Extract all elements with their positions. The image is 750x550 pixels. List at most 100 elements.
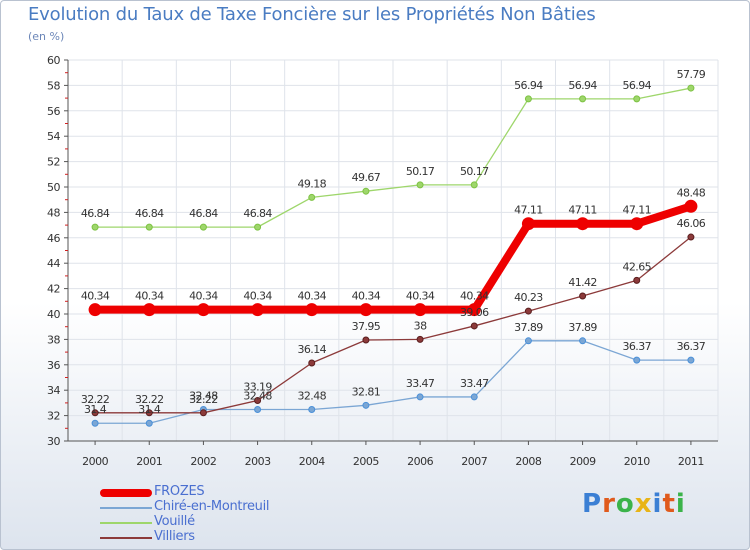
data-point: [362, 401, 370, 409]
x-tick-label: 2007: [461, 455, 487, 468]
data-label: 32.22: [135, 393, 164, 406]
legend-swatch-frozes: [100, 489, 152, 497]
data-point: [91, 419, 99, 427]
chart-title: Evolution du Taux de Taxe Foncière sur l…: [28, 4, 596, 25]
data-point: [251, 303, 265, 317]
series-line-frozes: [91, 202, 695, 314]
data-label: 41.42: [568, 276, 597, 289]
data-label: 37.95: [352, 320, 381, 333]
y-tick-label: 32: [47, 410, 60, 423]
data-point: [145, 409, 153, 417]
data-label: 40.34: [298, 290, 327, 303]
x-tick-label: 2002: [190, 455, 216, 468]
data-point: [579, 95, 587, 103]
data-point: [684, 199, 698, 213]
data-label: 56.94: [623, 79, 652, 92]
y-tick-label: 58: [47, 79, 60, 92]
data-label: 32.48: [243, 390, 272, 403]
legend-item-vouille: Vouillé: [100, 514, 360, 531]
data-label: 32.48: [189, 390, 218, 403]
data-label: 48.48: [677, 186, 706, 199]
data-point: [91, 409, 99, 417]
data-point: [524, 95, 532, 103]
x-tick-label: 2003: [245, 455, 271, 468]
data-point: [524, 337, 532, 345]
y-tick-label: 30: [47, 435, 60, 448]
logo-letter: r: [602, 489, 616, 519]
data-point: [145, 419, 153, 427]
legend-item-chire: Chiré-en-Montreuil: [100, 499, 360, 516]
data-point: [416, 181, 424, 189]
data-label: 33.19: [243, 380, 272, 393]
data-point: [362, 187, 370, 195]
data-label: 39.06: [460, 306, 489, 319]
y-tick-label: 48: [47, 206, 60, 219]
data-label: 33.47: [406, 377, 435, 390]
series-line-vouill-: [94, 87, 692, 228]
data-point: [305, 303, 319, 317]
y-tick-label: 46: [47, 232, 60, 245]
x-tick-label: 2005: [353, 455, 379, 468]
data-label: 40.34: [189, 290, 218, 303]
data-label: 46.06: [677, 217, 706, 230]
data-label: 36.14: [298, 343, 327, 356]
data-label: 47.11: [623, 204, 652, 217]
data-label: 50.17: [406, 165, 435, 178]
data-point: [413, 303, 427, 317]
y-tick-label: 38: [47, 333, 60, 346]
data-label: 49.67: [352, 171, 381, 184]
x-tick-label: 2006: [407, 455, 433, 468]
data-label: 47.11: [568, 204, 597, 217]
data-label: 37.89: [514, 321, 543, 334]
data-label: 46.84: [189, 207, 218, 220]
data-point: [359, 303, 373, 317]
data-label: 46.84: [135, 207, 164, 220]
x-tick-label: 2004: [299, 455, 325, 468]
x-tick-label: 2000: [82, 455, 108, 468]
data-label: 40.34: [135, 290, 164, 303]
legend-swatch-vouille: [100, 522, 152, 524]
proxiti-logo: Proxiti: [582, 489, 686, 519]
data-point: [633, 276, 641, 284]
legend-item-villiers: Villiers: [100, 529, 360, 546]
data-point: [470, 393, 478, 401]
y-tick-label: 36: [47, 359, 60, 372]
legend-swatch-chire: [100, 507, 152, 509]
data-point: [254, 406, 262, 414]
data-point: [687, 84, 695, 92]
data-point: [416, 393, 424, 401]
data-point: [199, 409, 207, 417]
x-tick-label: 2011: [678, 455, 704, 468]
data-point: [470, 181, 478, 189]
data-label: 38: [414, 319, 427, 332]
data-point: [521, 217, 535, 231]
data-label: 40.34: [243, 290, 272, 303]
x-tick-label: 2009: [570, 455, 596, 468]
data-point: [145, 223, 153, 231]
data-point: [142, 303, 156, 317]
data-point: [687, 356, 695, 364]
data-label: 31.4: [84, 403, 107, 416]
data-point: [467, 303, 481, 317]
data-point: [470, 322, 478, 330]
y-tick-label: 52: [47, 156, 60, 169]
data-label: 32.22: [81, 393, 110, 406]
data-label: 57.79: [677, 68, 706, 81]
data-label: 31.4: [138, 403, 161, 416]
logo-letter: P: [582, 489, 603, 519]
logo-letter: i: [675, 489, 686, 519]
x-tick-label: 2008: [515, 455, 541, 468]
data-label: 32.22: [189, 393, 218, 406]
data-point: [254, 223, 262, 231]
data-point: [308, 359, 316, 367]
data-label: 56.94: [568, 79, 597, 92]
x-tick-label: 2001: [136, 455, 162, 468]
data-label: 46.84: [243, 207, 272, 220]
chart-subtitle: (en %): [28, 30, 65, 43]
y-tick-label: 34: [47, 384, 60, 397]
y-tick-label: 42: [47, 283, 60, 296]
data-point: [579, 337, 587, 345]
legend-label-frozes: FROZES: [154, 484, 205, 499]
logo-letter: i: [652, 489, 663, 519]
logo-letter: t: [662, 489, 676, 519]
